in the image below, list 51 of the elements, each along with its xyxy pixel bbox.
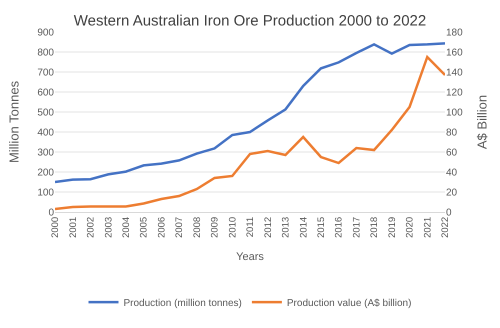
x-tick-label: 2014 bbox=[298, 216, 310, 238]
x-tick-label: 2007 bbox=[174, 216, 186, 238]
y-tick-label: 500 bbox=[37, 108, 54, 118]
x-tick-label: 2015 bbox=[316, 216, 327, 238]
x-tick-label: 2018 bbox=[369, 216, 380, 238]
x-axis-title: Years bbox=[236, 251, 264, 264]
y-tick-label: 400 bbox=[37, 128, 54, 138]
x-tick-label: 2003 bbox=[103, 216, 114, 238]
y2-tick-label: 40 bbox=[446, 168, 458, 178]
line-series bbox=[55, 42, 445, 184]
legend-label: Production value (A$ billion) bbox=[286, 298, 412, 309]
x-tick-label: 2010 bbox=[227, 216, 238, 238]
y2-tick-label: 120 bbox=[446, 88, 464, 98]
x-tick-label: 2012 bbox=[262, 216, 274, 238]
y2-tick-label: 80 bbox=[446, 128, 458, 138]
legend-label: Production (million tonnes) bbox=[124, 298, 242, 309]
y-axis-title: Million Tonnes bbox=[6, 80, 22, 164]
y-tick-label: 800 bbox=[37, 48, 54, 58]
y2-axis-title: A$ Billion bbox=[474, 94, 490, 150]
y-tick-label: 700 bbox=[37, 68, 54, 78]
x-tick-label: 2005 bbox=[138, 216, 150, 238]
y2-tick-label: 60 bbox=[446, 148, 458, 158]
y2-tick-label: 180 bbox=[446, 28, 464, 38]
x-tick-label: 2011 bbox=[245, 216, 256, 238]
chart-title: Western Australian Iron Ore Production 2000 to 2022 bbox=[74, 12, 426, 30]
y2-tick-label: 20 bbox=[446, 188, 458, 198]
y2-tick-label: 160 bbox=[446, 48, 464, 58]
x-tick-label: 2006 bbox=[156, 216, 168, 238]
y-tick-label: 600 bbox=[37, 88, 54, 98]
y-tick-label: 100 bbox=[37, 188, 54, 198]
x-tick-label: 2020 bbox=[404, 216, 416, 238]
x-tick-label: 2017 bbox=[351, 216, 362, 238]
y2-tick-label: 100 bbox=[446, 108, 464, 118]
x-tick-label: 2021 bbox=[422, 216, 434, 238]
x-tick-label: 2009 bbox=[210, 216, 221, 238]
x-tick-label: 2016 bbox=[334, 216, 345, 238]
x-tick-label: 2008 bbox=[192, 216, 203, 238]
y-tick-label: 0 bbox=[48, 208, 54, 218]
x-tick-label: 2019 bbox=[386, 216, 398, 238]
line-series bbox=[55, 56, 445, 210]
x-tick-label: 2001 bbox=[68, 216, 79, 238]
x-tick-label: 2004 bbox=[121, 216, 132, 238]
y-tick-label: 300 bbox=[37, 148, 54, 158]
y-tick-label: 200 bbox=[37, 168, 54, 178]
x-tick-label: 2013 bbox=[280, 216, 292, 238]
x-tick-label: 2000 bbox=[50, 216, 62, 238]
x-tick-label: 2002 bbox=[86, 216, 97, 238]
y-tick-label: 900 bbox=[37, 28, 54, 38]
x-tick-label: 2022 bbox=[440, 216, 452, 238]
y2-tick-label: 140 bbox=[446, 68, 464, 78]
y2-tick-label: 0 bbox=[446, 208, 452, 218]
